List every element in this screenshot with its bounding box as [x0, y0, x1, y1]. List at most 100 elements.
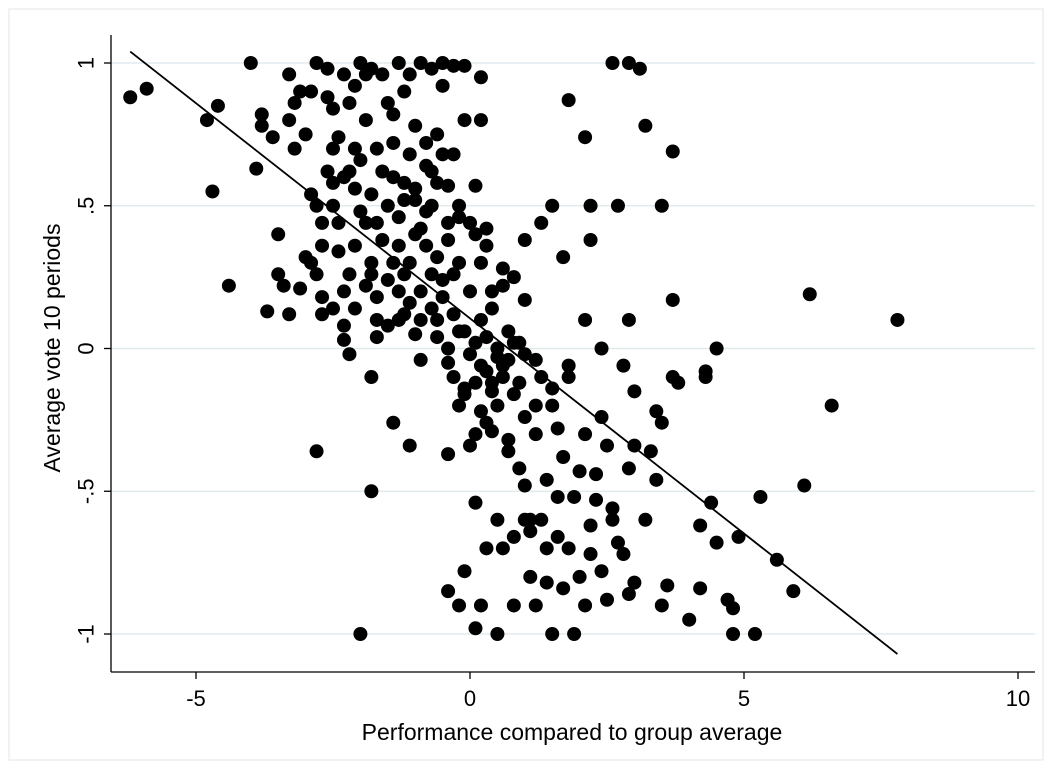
scatter-point [594, 564, 609, 579]
scatter-point [408, 327, 423, 342]
scatter-point [463, 438, 477, 453]
scatter-point [446, 58, 461, 73]
scatter-point [528, 352, 543, 367]
scatter-point [495, 358, 510, 373]
scatter-point [441, 215, 456, 230]
scatter-point [452, 398, 467, 413]
scatter-point [435, 56, 450, 70]
scatter-point [413, 56, 428, 70]
scatter-point [517, 478, 532, 493]
scatter-point [578, 427, 593, 442]
scatter-point [282, 113, 297, 128]
scatter-point [506, 529, 521, 544]
scatter-point [441, 584, 456, 599]
scatter-point [578, 312, 593, 327]
scatter-point [336, 67, 351, 82]
scatter-point [364, 267, 379, 282]
scatter-point [731, 529, 746, 544]
scatter-point [556, 581, 571, 596]
scatter-point [282, 67, 297, 82]
scatter-point [649, 404, 664, 419]
scatter-point [441, 178, 456, 193]
scatter-point [452, 255, 467, 270]
scatter-point [380, 198, 395, 213]
scatter-point [786, 584, 801, 599]
scatter-point [353, 204, 368, 219]
scatter-point [726, 627, 741, 641]
scatter-point [484, 424, 499, 439]
scatter-point [479, 221, 494, 236]
scatter-point [287, 95, 302, 110]
scatter-point [539, 541, 554, 556]
scatter-point [654, 598, 669, 613]
scatter-point [326, 301, 340, 316]
scatter-point [353, 627, 368, 641]
scatter-point [512, 335, 527, 350]
scatter-point [457, 58, 472, 73]
data-points [123, 56, 905, 641]
scatter-point [523, 524, 538, 539]
scatter-point [386, 135, 401, 150]
scatter-point [347, 238, 362, 253]
scatter-point [473, 598, 488, 613]
scatter-point [468, 335, 483, 350]
scatter-point [824, 398, 839, 413]
x-tick-label: 5 [738, 686, 750, 711]
scatter-point [424, 164, 439, 179]
scatter-point [698, 364, 713, 379]
scatter-point [600, 592, 614, 607]
scatter-point [249, 161, 264, 176]
scatter-point [473, 113, 488, 128]
scatter-point [545, 398, 560, 413]
scatter-point [408, 227, 423, 242]
scatter-point [369, 290, 384, 305]
scatter-point [616, 547, 631, 562]
scatter-point [528, 398, 543, 413]
scatter-point [704, 495, 719, 510]
scatter-point [556, 449, 571, 464]
scatter-point [452, 210, 467, 225]
scatter-point [320, 164, 335, 179]
scatter-point [654, 415, 669, 430]
scatter-point [424, 61, 439, 76]
scatter-point [621, 461, 636, 476]
scatter-point [468, 375, 483, 390]
scatter-point [550, 489, 565, 504]
scatter-point [473, 312, 488, 327]
scatter-point [391, 284, 406, 299]
scatter-point [446, 370, 461, 385]
scatter-point [260, 304, 275, 319]
scatter-point [621, 312, 636, 327]
scatter-point [561, 370, 576, 385]
ticks: 1 .5 0 -.5 -1 -5 0 5 10 [74, 57, 1031, 711]
scatter-point [457, 113, 472, 128]
scatter-point [890, 312, 905, 327]
scatter-point [430, 127, 445, 142]
y-axis-title: Average vote 10 periods [39, 224, 65, 473]
scatter-point [271, 227, 286, 242]
scatter-point [254, 107, 269, 122]
scatter-point [528, 427, 543, 442]
scatter-point [287, 141, 302, 156]
scatter-point [682, 612, 697, 627]
x-tick-label: -5 [186, 686, 206, 711]
scatter-point [490, 627, 505, 641]
scatter-point [320, 61, 335, 76]
scatter-point [413, 352, 428, 367]
scatter-point [298, 127, 313, 142]
scatter-point [660, 578, 675, 593]
scatter-point [517, 410, 532, 425]
scatter-point [501, 444, 516, 459]
scatter-point [413, 312, 428, 327]
scatter-point [605, 512, 620, 527]
scatter-point [326, 175, 340, 190]
scatter-point [424, 267, 439, 282]
scatter-point [336, 170, 351, 185]
scatter-point [413, 284, 428, 299]
scatter-point [495, 370, 510, 385]
axes [110, 35, 1035, 673]
scatter-point [276, 278, 291, 293]
scatter-point [501, 324, 516, 339]
scatter-point [408, 181, 423, 196]
scatter-point [265, 130, 280, 145]
